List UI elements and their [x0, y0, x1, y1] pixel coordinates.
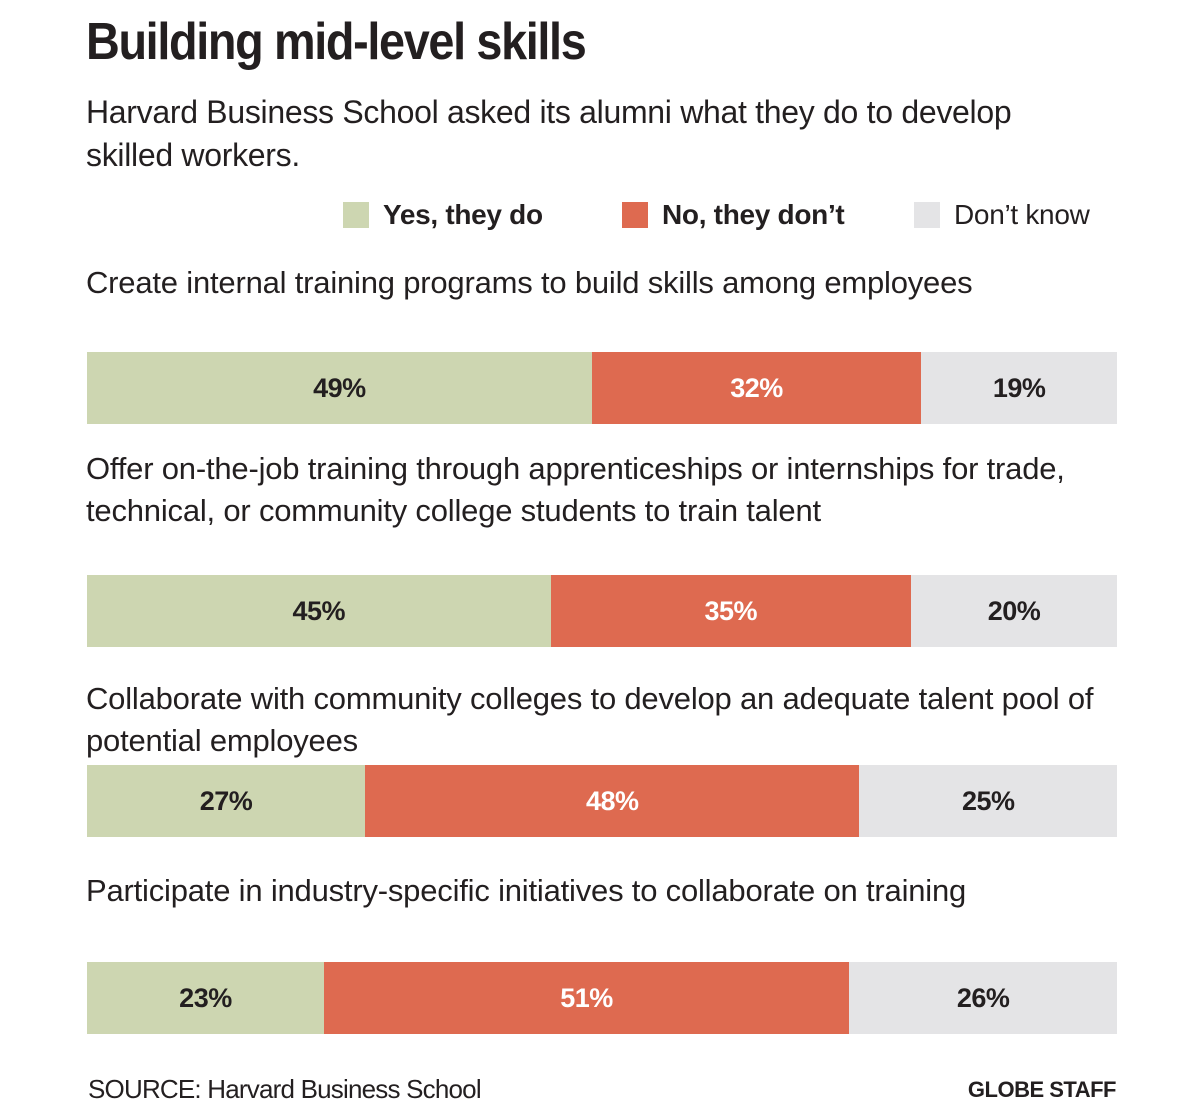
segment-dont-know: 20% — [911, 575, 1117, 647]
segment-dont-know: 26% — [849, 962, 1117, 1034]
question-label: Participate in industry-specific initiat… — [86, 873, 967, 908]
data-label: 48% — [586, 785, 639, 816]
legend-item-dont-know: Don’t know — [914, 196, 1090, 234]
legend-swatch-dont-know — [914, 202, 940, 228]
segment-yes: 23% — [87, 962, 324, 1034]
stacked-bar: 27% 48% 25% — [87, 765, 1117, 837]
chart-subtitle: Harvard Business School asked its alumni… — [86, 94, 1012, 173]
source-note: SOURCE: Harvard Business School — [88, 1074, 482, 1104]
question-label: Create internal training programs to bui… — [86, 265, 973, 300]
legend-item-yes: Yes, they do — [343, 196, 543, 234]
legend-item-no: No, they don’t — [622, 196, 845, 234]
stacked-bar: 49% 32% 19% — [87, 352, 1117, 424]
data-label: 51% — [560, 982, 613, 1013]
segment-yes: 49% — [87, 352, 592, 424]
legend-label-yes: Yes, they do — [383, 199, 543, 230]
segment-no: 51% — [323, 962, 850, 1034]
data-label: 45% — [292, 595, 346, 626]
data-label: 20% — [987, 595, 1041, 626]
legend-label-no: No, they don’t — [662, 199, 845, 230]
data-label: 23% — [179, 982, 232, 1013]
segment-no: 32% — [591, 352, 922, 424]
segment-no: 48% — [365, 765, 860, 837]
data-label: 26% — [956, 982, 1010, 1013]
segment-dont-know: 19% — [921, 352, 1117, 424]
segment-yes: 45% — [87, 575, 551, 647]
data-label: 35% — [704, 595, 758, 626]
segment-dont-know: 25% — [859, 765, 1117, 837]
question-label: Collaborate with community colleges to d… — [86, 681, 1094, 758]
data-label: 32% — [730, 372, 783, 403]
segment-yes: 27% — [87, 765, 366, 837]
data-label: 19% — [992, 372, 1046, 403]
segment-no: 35% — [550, 575, 911, 647]
question-label: Offer on-the-job training through appren… — [86, 451, 1065, 528]
legend-swatch-yes — [343, 202, 369, 228]
stacked-bar: 45% 35% 20% — [87, 575, 1117, 647]
data-label: 49% — [313, 372, 366, 403]
chart-title: Building mid-level skills — [86, 13, 587, 71]
legend-swatch-no — [622, 202, 648, 228]
credit-note: GLOBE STAFF — [967, 1077, 1117, 1102]
data-label: 27% — [199, 785, 253, 816]
data-label: 25% — [961, 785, 1015, 816]
legend-label-dont-know: Don’t know — [954, 199, 1090, 230]
stacked-bar: 23% 51% 26% — [87, 962, 1117, 1034]
